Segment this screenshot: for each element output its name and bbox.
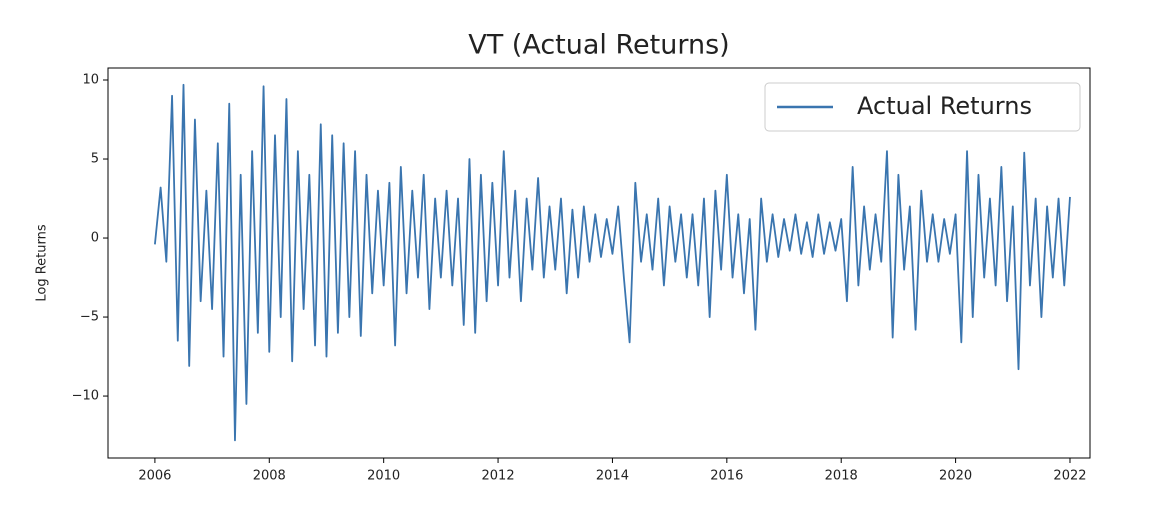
- legend-box: [764, 82, 1081, 132]
- y-tick-label: −10: [72, 389, 99, 404]
- chart-title: VT (Actual Returns): [468, 30, 729, 61]
- y-axis-label: Log Returns: [35, 224, 50, 301]
- x-tick-label: 2022: [1053, 469, 1086, 484]
- x-tick-label: 2012: [482, 469, 515, 484]
- x-tick-label: 2020: [939, 469, 972, 484]
- plot-frame: [107, 67, 1091, 459]
- line-series: [154, 83, 1071, 442]
- y-tick-label: 0: [91, 231, 99, 246]
- y-tick-label: −5: [80, 310, 99, 325]
- y-tick-label: 5: [91, 152, 99, 167]
- x-tick-label: 2006: [138, 469, 171, 484]
- legend-label: Actual Returns: [857, 92, 1032, 120]
- y-tick-label: 10: [82, 73, 99, 88]
- x-tick-label: 2010: [367, 469, 400, 484]
- x-tick-label: 2014: [596, 469, 629, 484]
- x-tick-label: 2016: [710, 469, 743, 484]
- x-tick-label: 2018: [825, 469, 858, 484]
- x-tick-label: 2008: [253, 469, 286, 484]
